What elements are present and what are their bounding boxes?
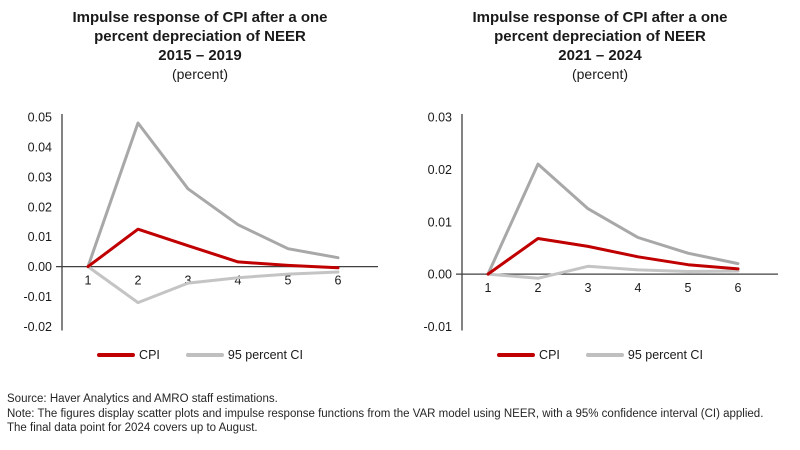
x-tick-label: 3 [185, 274, 192, 288]
y-tick-label: 0.03 [28, 170, 52, 184]
y-tick-label: 0.00 [28, 260, 52, 274]
x-tick-label: 4 [235, 274, 242, 288]
chart-unit-label: (percent) [571, 66, 629, 82]
y-tick-label: 0.00 [428, 268, 452, 282]
chart-period: 2015 – 2019 [158, 47, 242, 64]
y-tick-label: 0.04 [28, 140, 52, 154]
legend-label-ci: 95 percent CI [627, 348, 703, 362]
series-line-cpi [486, 237, 740, 276]
chart-panel-2021-2024: Impulse response of CPI after a one perc… [400, 8, 800, 364]
y-tick-label: -0.01 [424, 320, 453, 334]
legend-label-ci: 95 percent CI [227, 348, 303, 362]
charts-row: Impulse response of CPI after a one perc… [0, 8, 800, 364]
legend-label-cpi: CPI [139, 348, 160, 362]
legend-item-ci: 95 percent CI [185, 348, 303, 362]
y-tick-label: 0.03 [428, 111, 452, 125]
x-tick-label: 2 [535, 281, 542, 295]
series-line-95-percent-ci-upper [86, 121, 340, 269]
legend-swatch-ci [185, 353, 224, 357]
x-tick-label: 3 [585, 281, 592, 295]
y-tick-label: 0.05 [28, 111, 52, 125]
chart-legend: CPI 95 percent CI [97, 346, 303, 364]
impulse-response-chart-2021-2024: 0.03 0.02 0.01 0.00 -0.01 1 2 3 4 5 6 [424, 111, 778, 334]
y-tick-label: 0.02 [28, 200, 52, 214]
x-tick-label: 1 [85, 274, 92, 288]
x-tick-label: 1 [485, 281, 492, 295]
x-tick-label: 2 [135, 274, 142, 288]
y-tick-label: 0.01 [28, 230, 52, 244]
source-note: Source: Haver Analytics and AMRO staff e… [7, 393, 278, 405]
chart-unit-label: (percent) [171, 66, 229, 82]
y-tick-label: -0.02 [24, 320, 53, 334]
methodology-note: Note: The figures display scatter plots … [7, 407, 764, 435]
chart-panel-2015-2019: Impulse response of CPI after a one perc… [0, 8, 400, 364]
legend-swatch-ci [585, 353, 624, 357]
legend-swatch-cpi [497, 353, 536, 357]
x-tick-label: 4 [635, 281, 642, 295]
y-tick-label: -0.01 [24, 290, 53, 304]
x-tick-label: 5 [685, 281, 692, 295]
legend-label-cpi: CPI [539, 348, 560, 362]
legend-item-cpi: CPI [497, 348, 560, 362]
x-tick-label: 6 [735, 281, 742, 295]
series-line-95-percent-ci-lower [486, 264, 740, 280]
chart-legend: CPI 95 percent CI [497, 346, 703, 364]
y-tick-label: 0.01 [428, 215, 452, 229]
legend-item-ci: 95 percent CI [585, 348, 703, 362]
figure-footer: Source: Haver Analytics and AMRO staff e… [0, 392, 800, 436]
x-tick-label: 6 [335, 274, 342, 288]
series-line-95-percent-ci-lower [86, 265, 340, 305]
series-line-cpi [86, 227, 340, 270]
x-tick-label: 5 [285, 274, 292, 288]
legend-item-cpi: CPI [97, 348, 160, 362]
chart-period: 2021 – 2024 [558, 47, 642, 64]
legend-swatch-cpi [97, 353, 136, 357]
series-line-95-percent-ci-upper [486, 162, 740, 276]
impulse-response-chart-2015-2019: 0.05 0.04 0.03 0.02 0.01 0.00 -0.01 -0.02 1 2 3 4 5 6 [24, 111, 378, 334]
chart-title: Impulse response of CPI after a one perc… [472, 9, 728, 45]
y-tick-label: 0.02 [428, 163, 452, 177]
chart-title: Impulse response of CPI after a one perc… [72, 9, 328, 45]
